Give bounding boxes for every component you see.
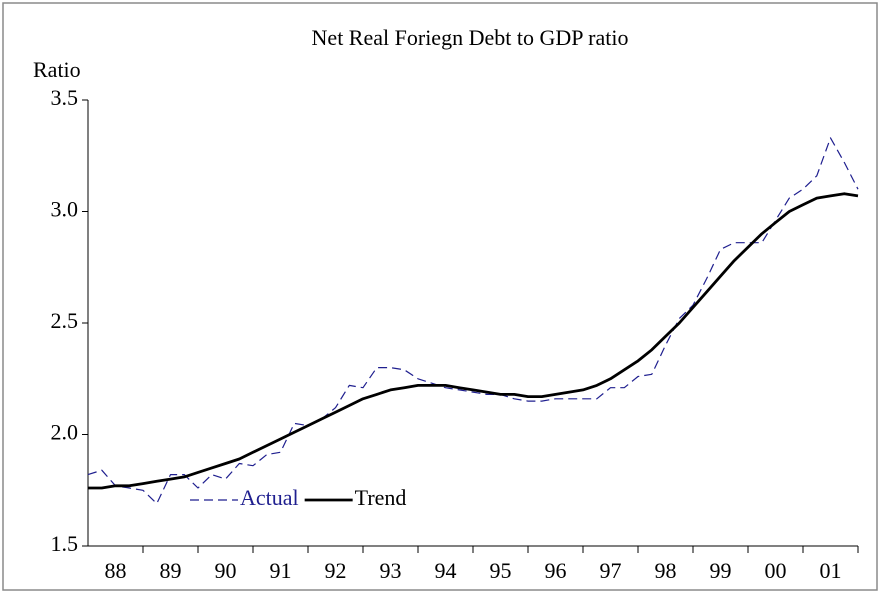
y-tick-label: 3.5 (51, 85, 79, 110)
y-tick-label: 2.5 (51, 308, 79, 333)
x-tick-label: 91 (270, 558, 292, 583)
x-tick-label: 01 (820, 558, 842, 583)
x-tick-label: 00 (765, 558, 787, 583)
y-axis-label: Ratio (33, 57, 81, 82)
y-tick-label: 3.0 (51, 197, 79, 222)
chart-title: Net Real Foriegn Debt to GDP ratio (312, 25, 629, 50)
x-tick-label: 99 (710, 558, 732, 583)
x-tick-label: 90 (215, 558, 237, 583)
legend-label: Trend (355, 485, 407, 510)
x-tick-label: 93 (380, 558, 402, 583)
x-tick-label: 95 (490, 558, 512, 583)
x-tick-label: 96 (545, 558, 567, 583)
legend-label: Actual (240, 485, 299, 510)
y-tick-label: 1.5 (51, 531, 79, 556)
x-tick-label: 94 (435, 558, 457, 583)
x-tick-label: 92 (325, 558, 347, 583)
series-line (88, 192, 859, 490)
x-tick-label: 97 (600, 558, 622, 583)
x-tick-label: 88 (105, 558, 127, 583)
y-tick-label: 2.0 (51, 420, 79, 445)
series-line (87, 137, 859, 505)
x-tick-label: 89 (160, 558, 182, 583)
x-tick-label: 98 (655, 558, 677, 583)
